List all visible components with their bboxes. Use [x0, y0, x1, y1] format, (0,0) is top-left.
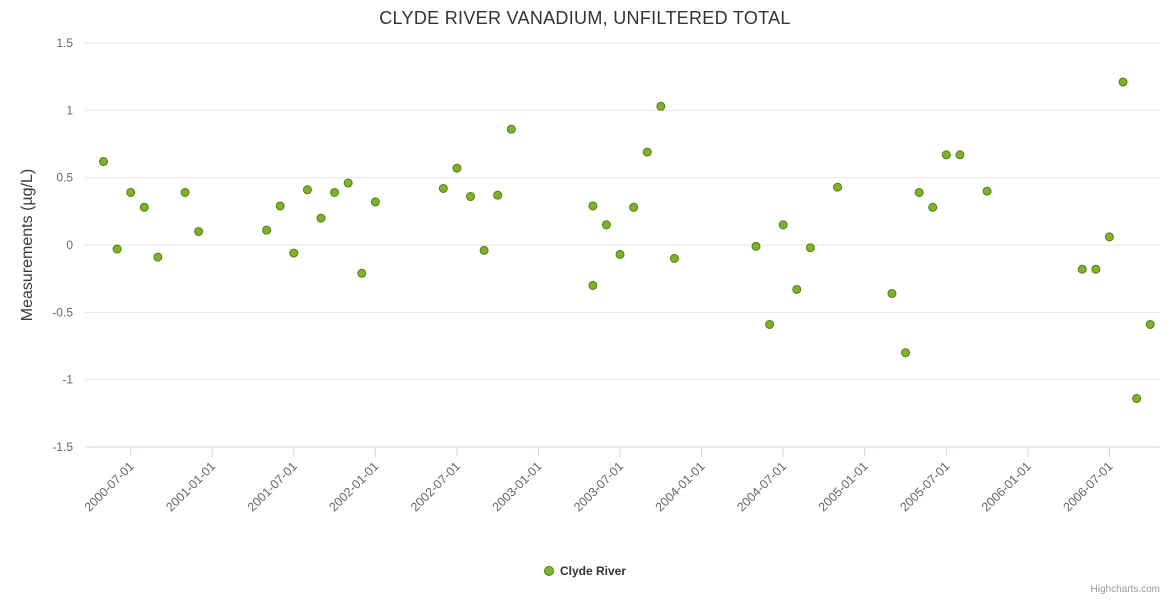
- data-point[interactable]: [765, 319, 775, 329]
- data-point[interactable]: [778, 220, 788, 230]
- data-point[interactable]: [316, 213, 326, 223]
- data-point[interactable]: [588, 201, 598, 211]
- data-point[interactable]: [642, 147, 652, 157]
- data-point[interactable]: [955, 150, 965, 160]
- x-axis-tick-label: 2006-07-01: [1060, 459, 1115, 514]
- x-axis-tick-label: 2002-01-01: [326, 459, 381, 514]
- y-axis-tick-label: -1.5: [52, 440, 73, 454]
- data-point[interactable]: [438, 183, 448, 193]
- data-point[interactable]: [262, 225, 272, 235]
- data-point[interactable]: [330, 187, 340, 197]
- data-point[interactable]: [479, 245, 489, 255]
- data-point[interactable]: [194, 227, 204, 237]
- x-axis-tick-label: 2004-07-01: [734, 459, 789, 514]
- data-point[interactable]: [493, 190, 503, 200]
- data-point[interactable]: [1118, 77, 1128, 87]
- data-point[interactable]: [588, 280, 598, 290]
- data-point[interactable]: [792, 284, 802, 294]
- data-point[interactable]: [615, 249, 625, 259]
- data-point[interactable]: [180, 187, 190, 197]
- x-axis-tick-label: 2005-01-01: [816, 459, 871, 514]
- data-point[interactable]: [629, 202, 639, 212]
- data-point[interactable]: [139, 202, 149, 212]
- y-axis-tick-label: 0.5: [56, 171, 73, 185]
- chart-title: CLYDE RIVER VANADIUM, UNFILTERED TOTAL: [379, 8, 791, 28]
- x-axis-tick-label: 2006-01-01: [979, 459, 1034, 514]
- x-axis-tick-label: 2003-07-01: [571, 459, 626, 514]
- x-axis-tick-label: 2004-01-01: [653, 459, 708, 514]
- data-point[interactable]: [833, 182, 843, 192]
- data-point[interactable]: [1145, 319, 1155, 329]
- data-point[interactable]: [982, 186, 992, 196]
- x-axis-tick-label: 2001-07-01: [245, 459, 300, 514]
- data-point[interactable]: [98, 157, 108, 167]
- data-point[interactable]: [112, 244, 122, 254]
- y-axis-tick-label: 1.5: [56, 36, 73, 50]
- data-point[interactable]: [1077, 264, 1087, 274]
- y-axis-tick-label: 1: [66, 103, 73, 117]
- data-point[interactable]: [343, 178, 353, 188]
- data-point[interactable]: [153, 252, 163, 262]
- data-point[interactable]: [928, 202, 938, 212]
- data-point[interactable]: [357, 268, 367, 278]
- legend-item-clyde-river[interactable]: Clyde River: [0, 564, 1170, 578]
- data-point[interactable]: [914, 187, 924, 197]
- data-point[interactable]: [275, 201, 285, 211]
- data-point[interactable]: [1091, 264, 1101, 274]
- legend-marker-icon: [543, 566, 554, 576]
- data-point[interactable]: [370, 197, 380, 207]
- y-axis-tick-label: -0.5: [52, 305, 73, 319]
- y-axis-tick-label: 0: [66, 238, 73, 252]
- data-point[interactable]: [887, 288, 897, 298]
- data-point[interactable]: [751, 241, 761, 251]
- data-point[interactable]: [669, 253, 679, 263]
- data-point[interactable]: [302, 185, 312, 195]
- highcharts-credit-link[interactable]: Highcharts.com: [1090, 584, 1160, 595]
- data-point[interactable]: [1104, 232, 1114, 242]
- x-axis-tick-label: 2000-07-01: [82, 459, 137, 514]
- data-point[interactable]: [601, 220, 611, 230]
- x-axis-tick-label: 2005-07-01: [897, 459, 952, 514]
- data-point[interactable]: [901, 348, 911, 358]
- x-axis-tick-label: 2003-01-01: [489, 459, 544, 514]
- data-point[interactable]: [656, 101, 666, 111]
- data-point[interactable]: [452, 163, 462, 173]
- x-axis-tick-label: 2002-07-01: [408, 459, 463, 514]
- legend-label: Clyde River: [559, 564, 627, 578]
- data-point[interactable]: [941, 150, 951, 160]
- data-point[interactable]: [466, 192, 476, 202]
- y-axis-tick-label: -1: [62, 373, 73, 387]
- data-point[interactable]: [1132, 394, 1142, 404]
- x-axis-tick-label: 2001-01-01: [163, 459, 218, 514]
- data-point[interactable]: [289, 248, 299, 258]
- data-point[interactable]: [506, 124, 516, 134]
- data-point[interactable]: [805, 243, 815, 253]
- data-point[interactable]: [126, 187, 136, 197]
